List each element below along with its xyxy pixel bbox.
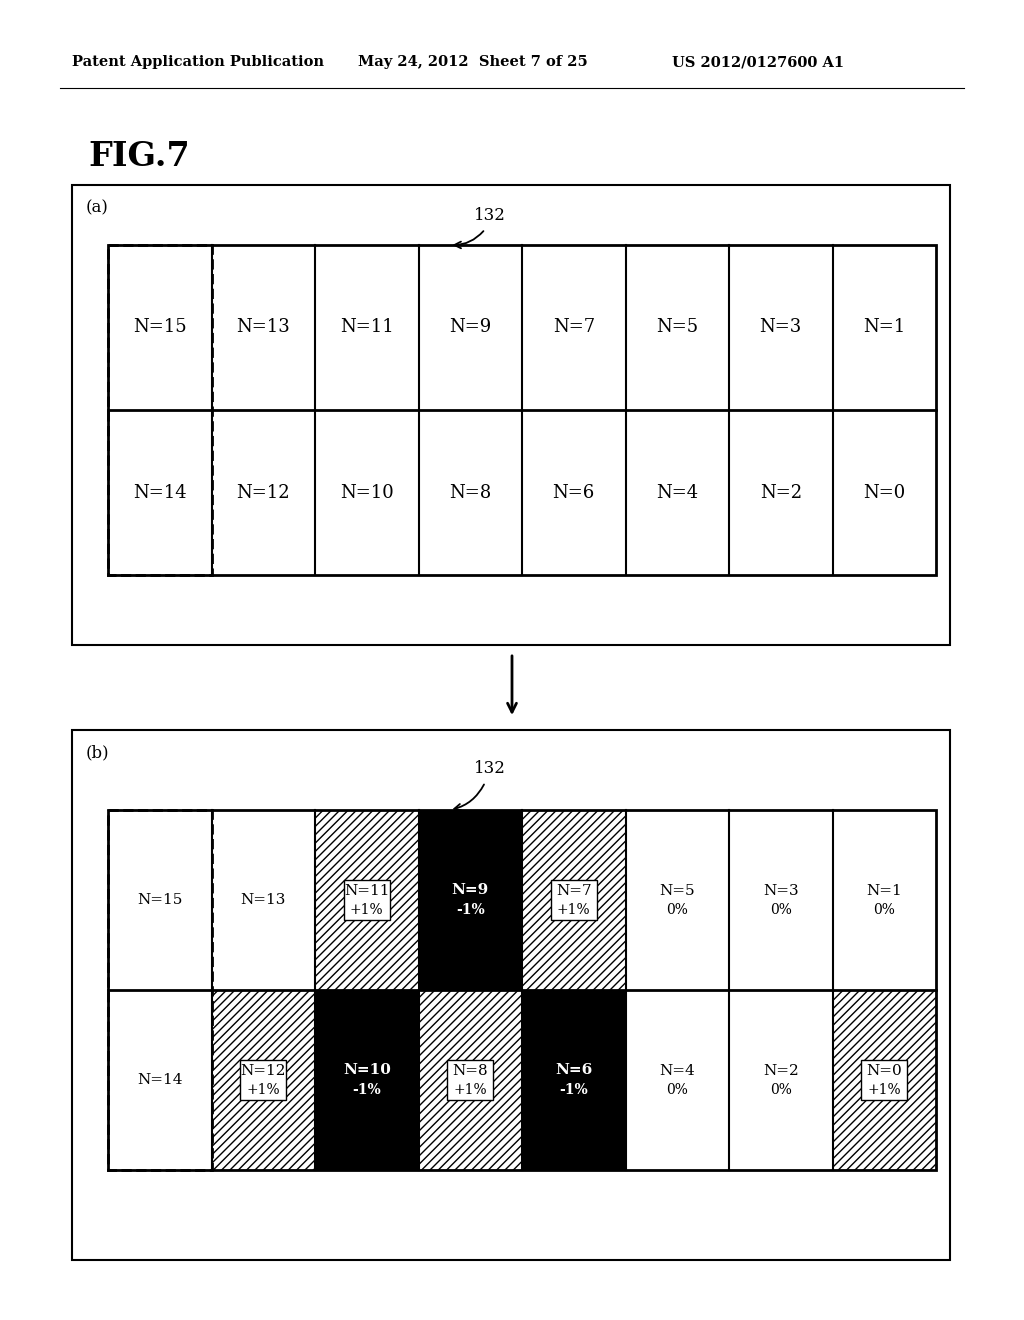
FancyBboxPatch shape — [241, 1060, 287, 1100]
Text: N=3: N=3 — [760, 318, 802, 337]
Bar — [522, 810, 626, 990]
Text: N=0: N=0 — [863, 483, 905, 502]
Text: N=4: N=4 — [659, 1064, 695, 1078]
Bar — [72, 730, 950, 1261]
FancyBboxPatch shape — [551, 880, 597, 920]
Bar — [315, 990, 419, 1170]
Bar — [729, 990, 833, 1170]
Text: 0%: 0% — [770, 903, 792, 917]
Text: -1%: -1% — [456, 903, 484, 917]
Text: N=8: N=8 — [450, 483, 492, 502]
Text: May 24, 2012  Sheet 7 of 25: May 24, 2012 Sheet 7 of 25 — [358, 55, 588, 69]
Bar — [626, 810, 729, 990]
Text: N=5: N=5 — [659, 884, 695, 898]
Bar — [626, 990, 729, 1170]
Text: -1%: -1% — [559, 1082, 588, 1097]
Bar — [72, 185, 950, 645]
Bar — [108, 990, 212, 1170]
Bar — [212, 990, 315, 1170]
Text: N=2: N=2 — [760, 483, 802, 502]
Bar — [419, 990, 522, 1170]
Text: Patent Application Publication: Patent Application Publication — [72, 55, 324, 69]
Text: 0%: 0% — [770, 1082, 792, 1097]
Text: +1%: +1% — [350, 903, 384, 917]
Text: N=3: N=3 — [763, 884, 799, 898]
FancyBboxPatch shape — [861, 1060, 907, 1100]
Text: +1%: +1% — [867, 1082, 901, 1097]
Bar — [833, 990, 936, 1170]
Text: +1%: +1% — [454, 1082, 487, 1097]
Text: N=2: N=2 — [763, 1064, 799, 1078]
Text: N=15: N=15 — [137, 894, 182, 907]
Bar — [108, 810, 936, 1170]
Text: N=14: N=14 — [133, 483, 186, 502]
Text: N=14: N=14 — [137, 1073, 182, 1086]
Text: N=7: N=7 — [556, 884, 592, 898]
Text: N=13: N=13 — [241, 894, 286, 907]
Text: N=11: N=11 — [340, 318, 393, 337]
FancyArrowPatch shape — [455, 231, 483, 248]
Text: N=1: N=1 — [866, 884, 902, 898]
Text: FIG.7: FIG.7 — [88, 140, 189, 173]
Text: N=9: N=9 — [452, 883, 488, 898]
Text: 0%: 0% — [873, 903, 895, 917]
Text: 132: 132 — [474, 760, 506, 777]
Text: N=10: N=10 — [340, 483, 393, 502]
Text: US 2012/0127600 A1: US 2012/0127600 A1 — [672, 55, 844, 69]
Text: 0%: 0% — [667, 1082, 688, 1097]
Text: N=4: N=4 — [656, 483, 698, 502]
FancyArrowPatch shape — [455, 784, 484, 810]
Text: (a): (a) — [86, 199, 109, 216]
Bar — [419, 810, 522, 990]
Text: N=13: N=13 — [237, 318, 290, 337]
Text: N=12: N=12 — [237, 483, 290, 502]
Bar — [108, 246, 936, 576]
Text: N=15: N=15 — [133, 318, 186, 337]
Text: +1%: +1% — [557, 903, 591, 917]
Text: N=10: N=10 — [343, 1063, 391, 1077]
Bar — [108, 810, 212, 1170]
Text: N=6: N=6 — [555, 1063, 592, 1077]
Text: N=7: N=7 — [553, 318, 595, 337]
Bar — [833, 810, 936, 990]
FancyBboxPatch shape — [447, 1060, 494, 1100]
FancyBboxPatch shape — [344, 880, 390, 920]
Bar — [315, 810, 419, 990]
Text: N=12: N=12 — [241, 1064, 286, 1078]
Text: +1%: +1% — [247, 1082, 280, 1097]
Bar — [729, 810, 833, 990]
Bar — [108, 810, 212, 990]
Text: (b): (b) — [86, 744, 110, 762]
Bar — [522, 990, 626, 1170]
Text: N=1: N=1 — [863, 318, 905, 337]
Text: 0%: 0% — [667, 903, 688, 917]
Text: N=5: N=5 — [656, 318, 698, 337]
Text: 132: 132 — [474, 207, 506, 224]
Text: N=6: N=6 — [553, 483, 595, 502]
Bar — [212, 810, 315, 990]
Bar — [108, 246, 212, 576]
Text: N=11: N=11 — [344, 884, 389, 898]
Text: N=8: N=8 — [453, 1064, 488, 1078]
Text: -1%: -1% — [352, 1082, 381, 1097]
Text: N=9: N=9 — [450, 318, 492, 337]
Text: N=0: N=0 — [866, 1064, 902, 1078]
